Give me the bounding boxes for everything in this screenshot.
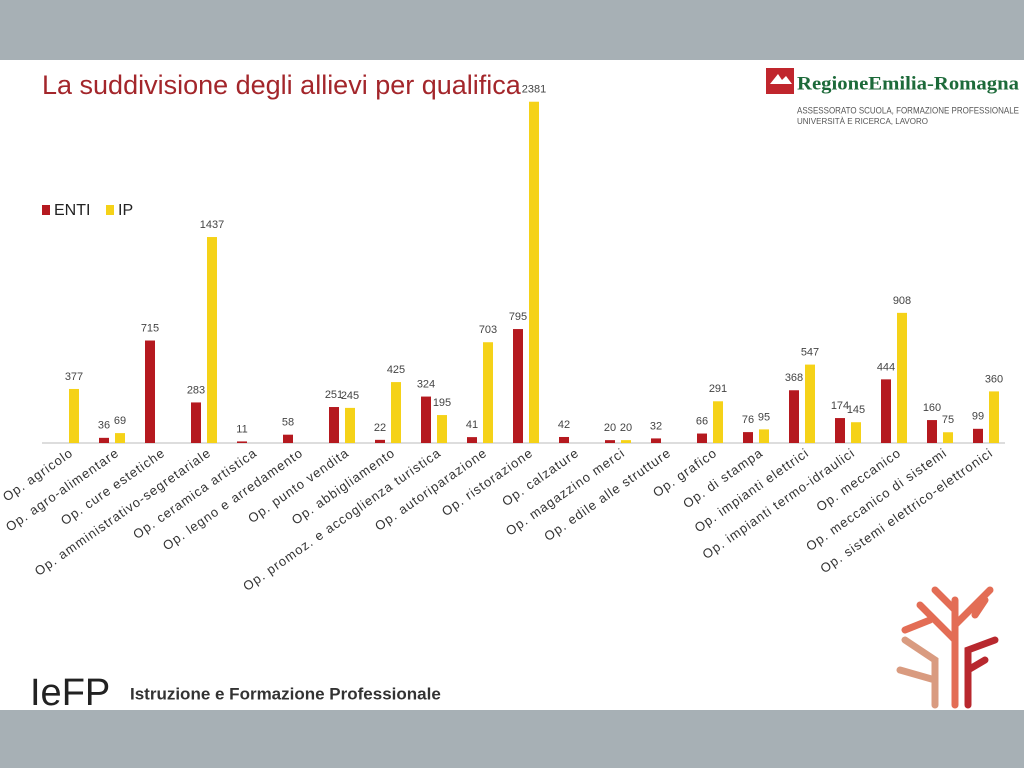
value-label: 283	[187, 384, 205, 396]
bar	[927, 420, 937, 443]
bar	[743, 432, 753, 443]
bar	[759, 429, 769, 443]
bar	[207, 237, 217, 443]
bar	[651, 438, 661, 443]
legend-swatch	[106, 205, 114, 215]
chart-title: La suddivisione degli allievi per qualif…	[42, 70, 522, 100]
value-label: 703	[479, 324, 497, 336]
logo: RegioneEmilia-Romagna ASSESSORATO SCUOLA…	[766, 68, 1020, 126]
bar	[421, 396, 431, 443]
bottom-band	[0, 710, 1024, 768]
value-label: 41	[466, 419, 478, 431]
bar	[529, 101, 539, 444]
bar	[943, 432, 953, 443]
value-label: 160	[923, 402, 941, 414]
value-label: 145	[847, 404, 865, 416]
bar	[375, 439, 385, 443]
bar	[329, 407, 339, 443]
bar	[897, 312, 907, 443]
value-label: 251	[325, 389, 343, 401]
bar	[851, 422, 861, 443]
value-label: 908	[893, 295, 911, 307]
value-label: 95	[758, 411, 770, 423]
bar	[467, 437, 477, 443]
bar	[789, 390, 799, 443]
value-label: 444	[877, 361, 895, 373]
bar	[437, 415, 447, 443]
value-label: 174	[831, 400, 849, 412]
footer-brand: IeFP	[30, 672, 110, 714]
value-label: 20	[620, 422, 632, 434]
value-label: 69	[114, 415, 126, 427]
bar	[391, 382, 401, 443]
value-label: 2381	[522, 84, 546, 96]
bar	[99, 437, 109, 443]
value-label: 360	[985, 373, 1003, 385]
value-label: 42	[558, 419, 570, 431]
bar	[605, 440, 615, 443]
value-label: 324	[417, 378, 435, 390]
bar	[697, 433, 707, 443]
value-label: 76	[742, 414, 754, 426]
top-band	[0, 0, 1024, 60]
value-label: 425	[387, 364, 405, 376]
bar	[835, 418, 845, 443]
value-label: 291	[709, 383, 727, 395]
bar	[621, 440, 631, 443]
bar	[115, 433, 125, 443]
value-label: 715	[141, 322, 159, 334]
value-label: 368	[785, 372, 803, 384]
bar	[513, 329, 523, 443]
value-label: 245	[341, 390, 359, 402]
bar	[69, 388, 79, 443]
value-label: 20	[604, 422, 616, 434]
logo-line: UNIVERSITÀ E RICERCA, LAVORO	[797, 117, 928, 126]
value-label: 547	[801, 347, 819, 359]
value-label: 11	[236, 423, 247, 435]
bar	[145, 340, 155, 443]
logo-name: RegioneEmilia-Romagna	[797, 73, 1020, 94]
bar	[989, 391, 999, 443]
bar	[973, 428, 983, 443]
logo-line: ASSESSORATO SCUOLA, FORMAZIONE PROFESSIO…	[797, 105, 1019, 115]
value-label: 195	[433, 397, 451, 409]
legend-label: ENTI	[54, 202, 90, 219]
value-label: 66	[696, 415, 708, 427]
bar	[237, 441, 247, 443]
bar	[191, 402, 201, 443]
footer-text: Istruzione e Formazione Professionale	[130, 684, 441, 703]
value-label: 32	[650, 420, 662, 432]
value-label: 99	[972, 411, 984, 423]
logo-shape	[770, 74, 792, 84]
value-label: 58	[282, 417, 294, 429]
bar	[713, 401, 723, 443]
bar	[283, 434, 293, 443]
bar	[881, 379, 891, 443]
bar	[345, 407, 355, 443]
legend-label: IP	[118, 202, 133, 219]
value-label: 1437	[200, 219, 224, 231]
legend-swatch	[42, 205, 50, 215]
value-label: 75	[942, 414, 954, 426]
tree-icon	[896, 586, 999, 709]
bar	[805, 364, 815, 443]
bar	[483, 342, 493, 443]
value-label: 795	[509, 311, 527, 323]
bar	[559, 436, 569, 443]
value-label: 36	[98, 420, 110, 432]
value-label: 22	[374, 422, 386, 434]
value-label: 377	[65, 371, 83, 383]
